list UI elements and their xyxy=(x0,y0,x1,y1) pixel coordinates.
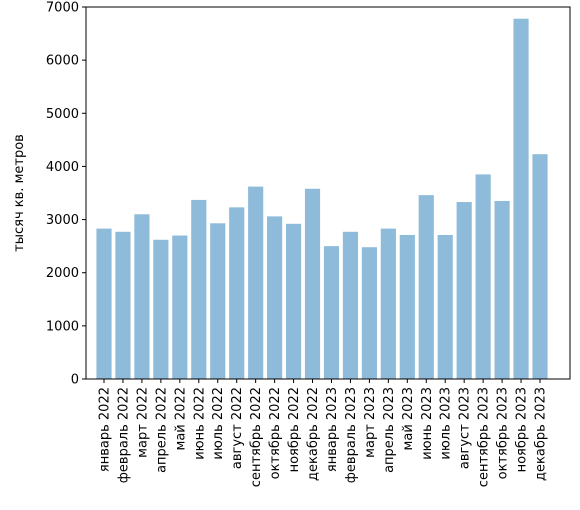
x-tick-label-9: сентябрь 2022 xyxy=(249,387,264,487)
y-tick-label-4: 4000 xyxy=(46,160,79,175)
x-tick-label-19: июль 2023 xyxy=(439,387,454,460)
x-tick-label-7: июль 2022 xyxy=(211,387,226,460)
y-tick-label-6: 6000 xyxy=(46,54,79,69)
x-tick-label-3: март 2022 xyxy=(135,387,150,458)
x-tick-label-5: май 2022 xyxy=(173,387,188,450)
bar-1 xyxy=(96,228,112,379)
x-axis: январь 2022 февраль 2022 март 2022 апрель 2… xyxy=(98,379,549,487)
bar-20 xyxy=(456,202,472,379)
x-tick-label-22: октябрь 2023 xyxy=(496,387,511,479)
x-tick-label-20: август 2023 xyxy=(458,387,473,469)
y-axis-label: тысяч кв. метров xyxy=(12,134,27,252)
x-tick-label-18: июнь 2023 xyxy=(420,387,435,460)
x-tick-label-13: январь 2023 xyxy=(325,387,340,472)
x-tick-label-15: март 2023 xyxy=(363,387,378,458)
bar-23 xyxy=(513,18,529,379)
y-tick-label-7: 7000 xyxy=(46,1,79,16)
bar-4 xyxy=(153,239,169,379)
bar-24 xyxy=(532,154,548,379)
x-tick-label-6: июнь 2022 xyxy=(192,387,207,460)
x-tick-label-14: февраль 2023 xyxy=(344,387,359,483)
x-tick-label-8: август 2022 xyxy=(230,387,245,469)
bar-15 xyxy=(361,247,377,379)
x-tick-label-16: апрель 2023 xyxy=(382,387,397,473)
bar-11 xyxy=(285,223,302,379)
plot-frame xyxy=(85,6,571,380)
bar-2 xyxy=(115,231,131,379)
x-tick-label-17: май 2023 xyxy=(401,387,416,450)
x-tick-label-23: ноябрь 2023 xyxy=(515,387,530,472)
bar-14 xyxy=(342,231,359,379)
bar-17 xyxy=(399,234,415,379)
x-tick-label-11: ноябрь 2022 xyxy=(287,387,302,472)
bar-16 xyxy=(380,228,396,379)
x-tick-label-1: январь 2022 xyxy=(98,387,113,472)
bar-22 xyxy=(494,200,510,379)
bar-21 xyxy=(475,174,491,379)
bars-group xyxy=(96,18,548,379)
bar-3 xyxy=(134,214,150,379)
y-tick-label-3: 3000 xyxy=(46,213,79,228)
bar-6 xyxy=(191,199,207,379)
x-tick-label-24: декабрь 2023 xyxy=(534,387,549,481)
bar-5 xyxy=(172,235,188,379)
y-tick-label-0: 0 xyxy=(71,373,79,388)
x-tick-label-12: декабрь 2022 xyxy=(306,387,321,481)
bar-10 xyxy=(267,216,283,379)
x-tick-label-4: апрель 2022 xyxy=(154,387,169,473)
y-tick-label-1: 1000 xyxy=(46,319,79,334)
bar-18 xyxy=(418,195,434,379)
x-tick-label-21: сентябрь 2023 xyxy=(477,387,492,487)
x-tick-label-10: октябрь 2022 xyxy=(268,387,283,479)
bar-12 xyxy=(304,188,321,379)
bar-7 xyxy=(210,223,226,379)
y-tick-label-5: 5000 xyxy=(46,107,79,122)
bar-8 xyxy=(229,207,245,379)
y-axis: 0 1000 2000 3000 4000 5000 6000 7000 xyxy=(46,1,86,388)
x-tick-label-2: февраль 2022 xyxy=(116,387,131,483)
bar-19 xyxy=(437,234,453,379)
bar-9 xyxy=(248,186,264,379)
y-tick-label-2: 2000 xyxy=(46,266,79,281)
bar-13 xyxy=(323,246,340,379)
